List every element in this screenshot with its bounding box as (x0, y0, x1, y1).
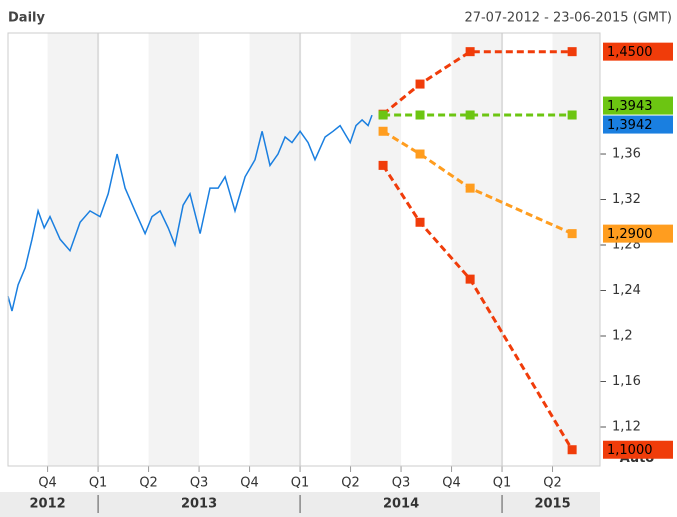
marker (378, 110, 388, 120)
series-line (382, 50, 573, 116)
year-label: 2013 (181, 497, 217, 512)
marker (465, 47, 475, 57)
value-label: 1,4500 (607, 45, 653, 60)
year-label: 2014 (383, 497, 419, 512)
x-tick-label: Q3 (190, 476, 209, 491)
y-tick-label: 1,36 (612, 147, 641, 162)
marker (415, 149, 425, 159)
value-label: 1,2900 (607, 227, 653, 242)
chart-subtitle: 27-07-2012 - 23-06-2015 (GMT) (464, 11, 672, 26)
quarter-band (350, 33, 402, 466)
x-tick-label: Q3 (392, 476, 411, 491)
series-line (7, 114, 373, 312)
x-tick-label: Q1 (89, 476, 108, 491)
quarter-band (47, 33, 99, 466)
y-tick-label: 1,24 (612, 283, 641, 298)
value-badge (603, 96, 673, 115)
x-tick-label: Q4 (38, 476, 57, 491)
value-label: 1,1000 (607, 443, 653, 458)
x-tick-label: Q2 (341, 476, 360, 491)
quarter-band (148, 33, 200, 466)
y-tick-label: 1,12 (612, 419, 641, 434)
marker (378, 160, 388, 170)
marker (465, 274, 475, 284)
series-line (382, 130, 573, 235)
value-badge (603, 115, 673, 134)
marker (465, 183, 475, 193)
chart-title: Daily (8, 11, 45, 26)
x-tick-label: Q1 (493, 476, 512, 491)
marker (567, 47, 577, 57)
marker (378, 126, 388, 136)
value-label: 1,3943 (607, 99, 653, 114)
marker (415, 217, 425, 227)
x-tick-label: Q1 (291, 476, 310, 491)
quarter-band (451, 33, 503, 466)
x-tick-label: Q2 (139, 476, 158, 491)
quarter-band (552, 33, 600, 466)
y-tick-label: 1,2 (612, 328, 633, 343)
marker (567, 445, 577, 455)
x-tick-label: Q4 (442, 476, 461, 491)
series-line (381, 164, 574, 451)
marker (567, 110, 577, 120)
y-tick-label: 1,16 (612, 374, 641, 389)
plot: Q4 Q1 Q2 Q3 Q4 Q1 Q2 Q3 Q4 Q1 Q2 2012 2013 2014 2015 1,… (7, 42, 673, 513)
value-label: 1,3942 (607, 118, 653, 133)
y-tick-label: 1,32 (612, 192, 641, 207)
year-label: 2012 (29, 497, 65, 512)
x-tick-label: Q4 (240, 476, 259, 491)
value-badge (603, 224, 673, 243)
year-label: 2015 (534, 497, 570, 512)
quarter-band (249, 33, 301, 466)
marker (415, 79, 425, 89)
value-badge (603, 42, 673, 61)
plot-frame (7, 32, 601, 467)
x-tick-label: Q2 (543, 476, 562, 491)
plot-background (47, 33, 600, 466)
marker (415, 110, 425, 120)
marker (465, 110, 475, 120)
marker (567, 229, 577, 239)
value-badge (603, 440, 673, 459)
